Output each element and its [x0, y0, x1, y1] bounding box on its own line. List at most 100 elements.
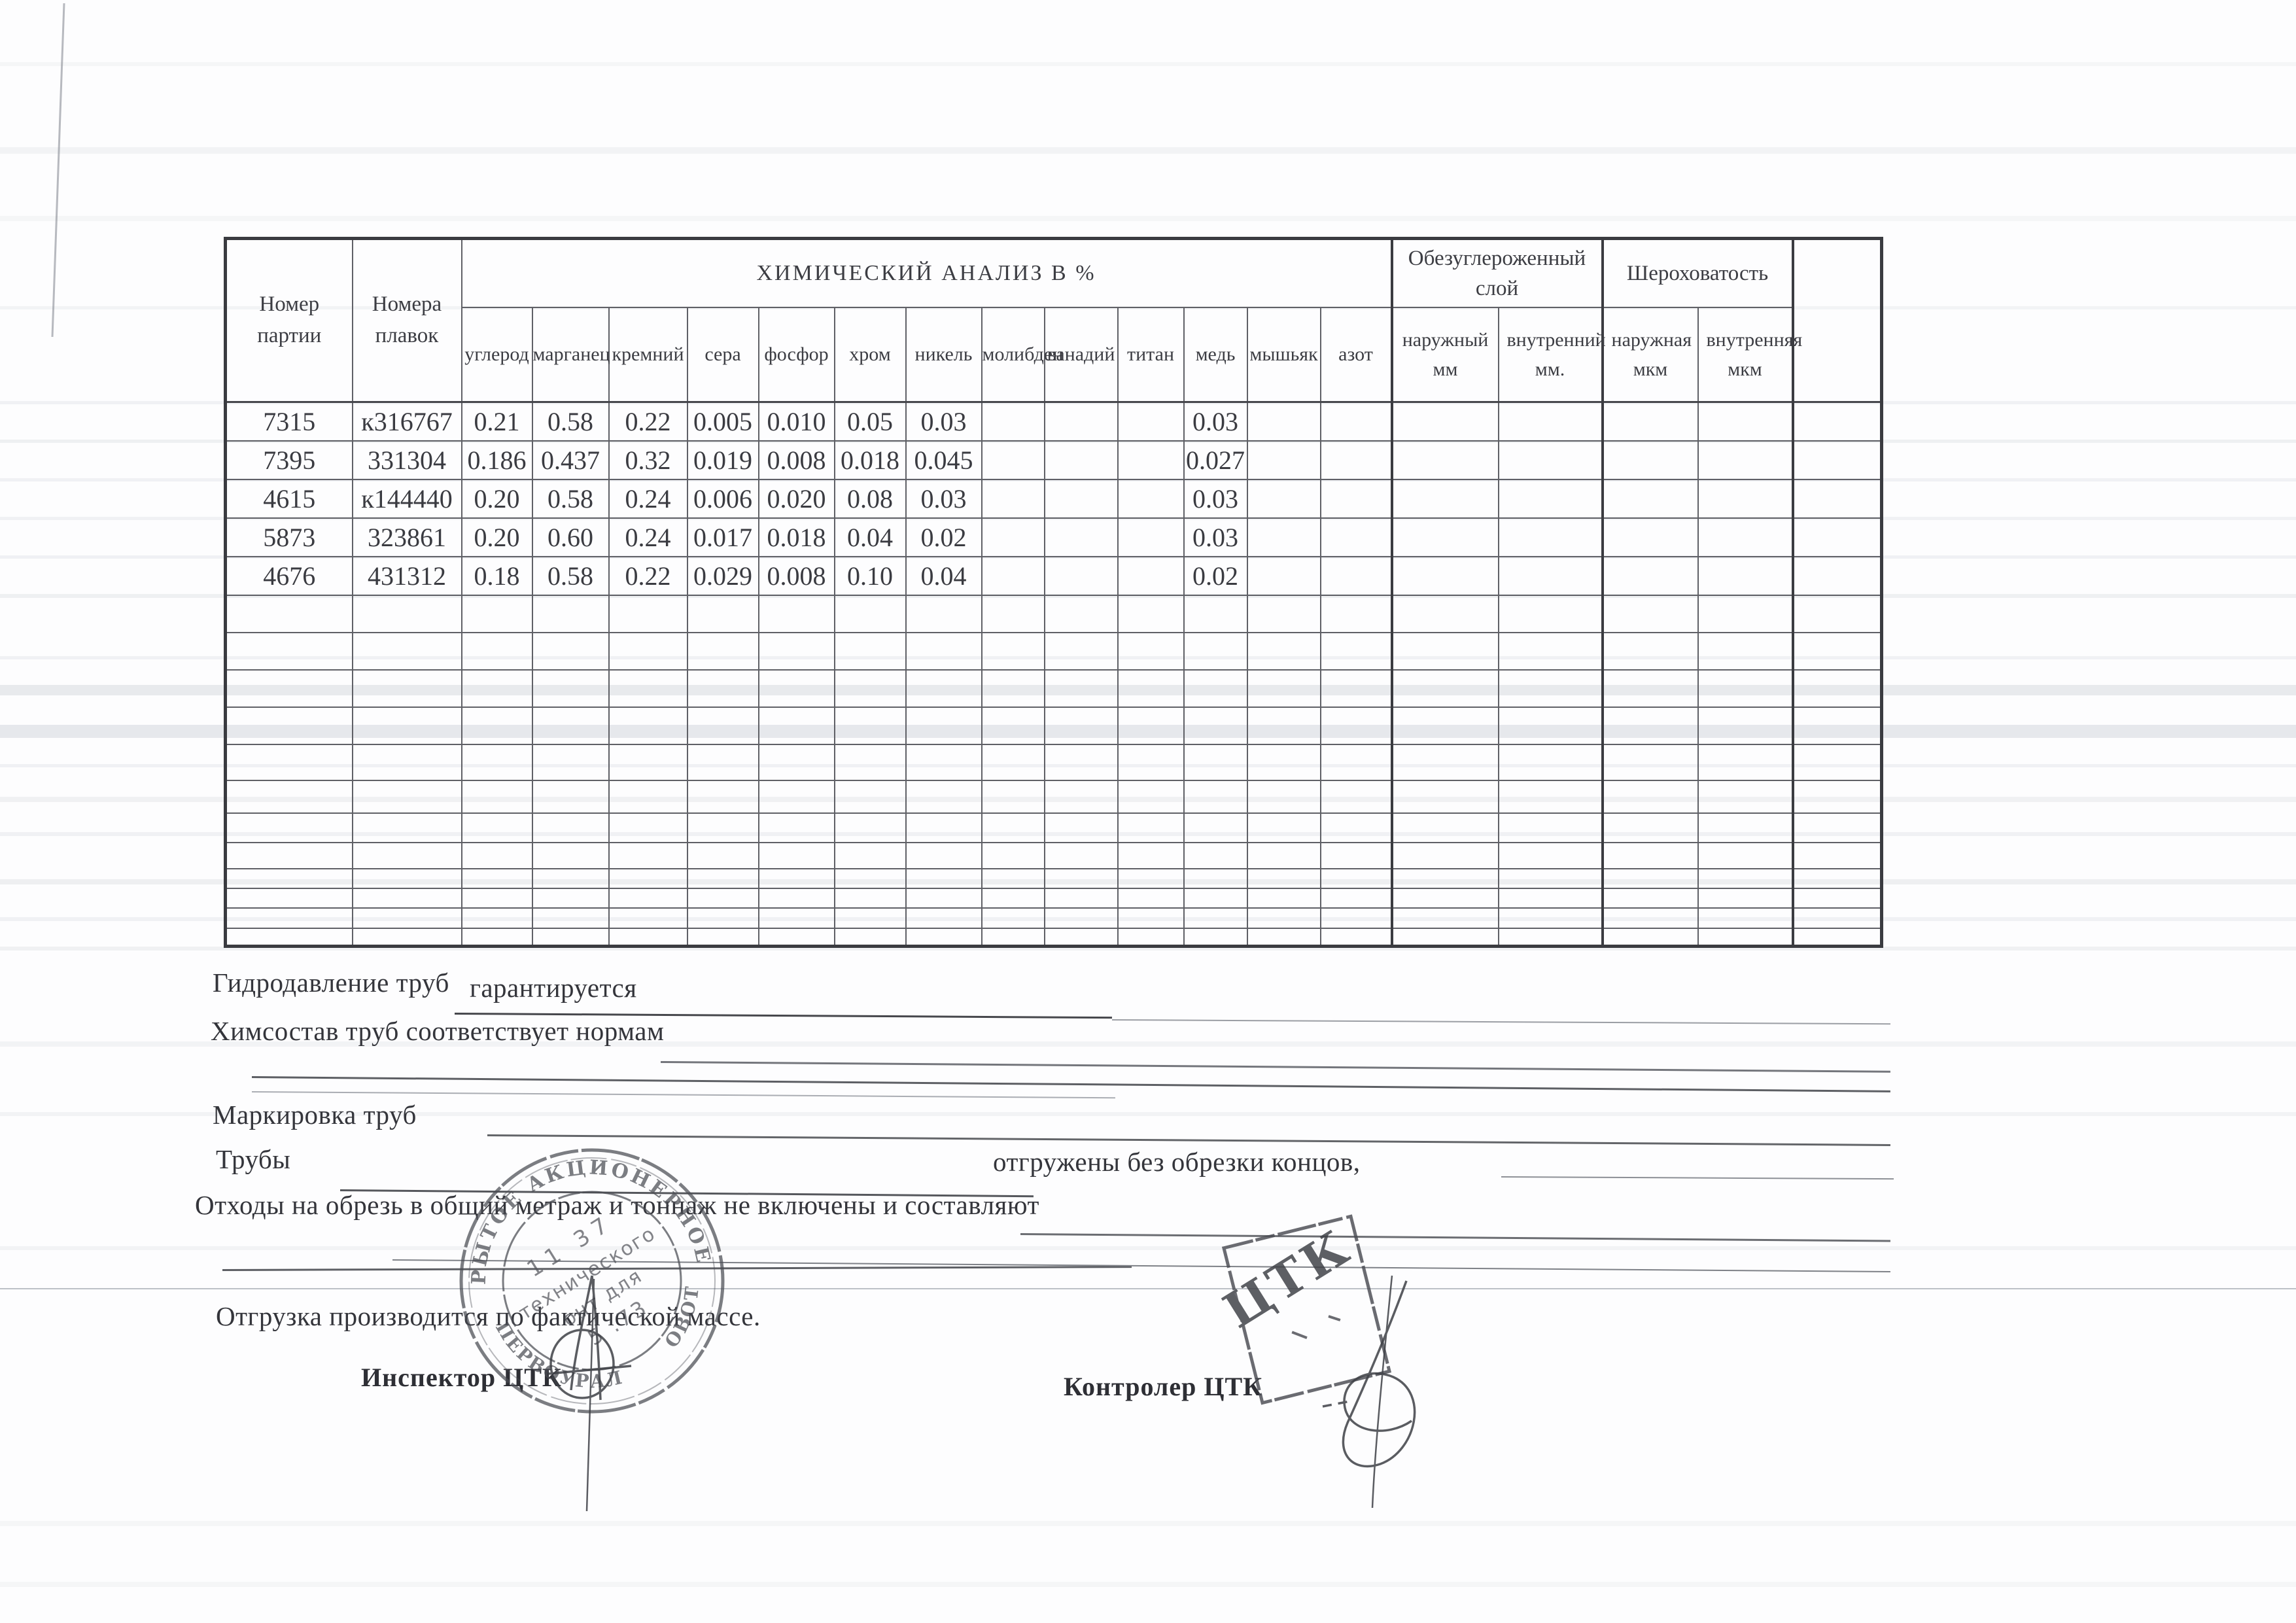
table-row: 7315 к316767 0.21 0.58 0.22 0.005 0.010 0.05 0.0… — [224, 401, 1883, 442]
table-cell — [351, 779, 462, 814]
table-empty-row — [224, 841, 1883, 869]
scan-streak — [0, 1521, 2296, 1526]
table-cell — [351, 867, 462, 889]
table-cell — [1390, 401, 1499, 442]
table-cell — [608, 779, 688, 814]
table-cell — [1390, 478, 1499, 519]
table-cell — [1697, 841, 1794, 869]
table-cell — [1319, 927, 1393, 947]
table-cell — [531, 594, 610, 633]
table-cell — [461, 867, 533, 889]
table-cell: 0.20 — [461, 517, 533, 557]
table-cell — [905, 669, 983, 708]
form-line — [487, 1134, 1890, 1146]
header-element-titanium: титан — [1117, 306, 1185, 403]
table-cell: 0.03 — [1183, 478, 1248, 519]
table-cell — [1117, 867, 1185, 889]
table-cell — [1117, 743, 1185, 781]
table-cell — [1319, 401, 1393, 442]
header-heat-numbers: Номера плавок — [351, 237, 462, 403]
table-cell — [905, 907, 983, 929]
table-cell — [1497, 887, 1603, 909]
table-cell — [1117, 669, 1185, 708]
table-cell — [757, 631, 835, 671]
table-cell — [981, 706, 1045, 745]
hydro-pressure-value: гарантируется — [470, 973, 637, 1003]
table-cell — [1117, 907, 1185, 929]
table-cell — [1791, 743, 1883, 781]
table-cell — [1601, 706, 1699, 745]
table-cell — [224, 867, 353, 889]
header-element-nickel: никель — [905, 306, 983, 403]
table-cell — [1319, 841, 1393, 869]
table-cell: 0.020 — [757, 478, 835, 519]
table-cell — [1791, 401, 1883, 442]
table-cell — [981, 631, 1045, 671]
table-cell — [531, 867, 610, 889]
table-cell — [224, 594, 353, 633]
table-cell: к316767 — [351, 401, 462, 442]
table-cell — [686, 841, 759, 869]
scan-streak — [0, 147, 2296, 154]
table-cell — [1183, 706, 1248, 745]
table-cell: 0.22 — [608, 555, 688, 596]
table-cell — [608, 743, 688, 781]
header-element-molybdenum: молибден — [981, 306, 1063, 403]
table-cell — [1319, 743, 1393, 781]
form-line — [1501, 1176, 1894, 1180]
table-cell — [1319, 887, 1393, 909]
table-cell: 0.019 — [686, 440, 759, 480]
table-empty-row — [224, 669, 1883, 708]
table-cell — [1497, 555, 1603, 596]
table-cell — [1697, 743, 1794, 781]
table-cell — [1246, 706, 1321, 745]
table-cell — [1246, 440, 1321, 480]
shipping-statement: Отгрузка производится по фактической мас… — [216, 1301, 761, 1331]
table-cell — [1497, 743, 1603, 781]
table-cell — [461, 631, 533, 671]
table-cell — [1497, 440, 1603, 480]
scan-rule-line — [0, 1288, 2296, 1289]
table-cell — [461, 907, 533, 929]
table-cell — [1697, 401, 1794, 442]
table-cell — [1497, 927, 1603, 947]
table-cell — [608, 706, 688, 745]
table-cell — [1791, 517, 1883, 557]
table-cell — [1497, 779, 1603, 814]
table-cell — [1117, 927, 1185, 947]
table-cell — [1390, 812, 1499, 843]
header-element-copper: медь — [1183, 306, 1248, 403]
table-cell — [1497, 706, 1603, 745]
table-cell: 7315 — [224, 401, 353, 442]
table-cell — [1390, 594, 1499, 633]
header-roughness-inner: внутренняя мкм — [1697, 306, 1802, 403]
table-cell — [1697, 517, 1794, 557]
table-cell — [1183, 887, 1248, 909]
table-cell — [1697, 631, 1794, 671]
table-cell — [1497, 867, 1603, 889]
table-cell — [1697, 887, 1794, 909]
table-cell — [1246, 478, 1321, 519]
table-cell — [1390, 669, 1499, 708]
table-cell — [757, 907, 835, 929]
table-cell — [833, 669, 907, 708]
header-chemical-analysis-title: ХИМИЧЕСКИЙ АНАЛИЗ В % — [461, 237, 1393, 308]
table-cell — [608, 867, 688, 889]
table-cell — [833, 907, 907, 929]
table-cell — [1697, 594, 1794, 633]
table-cell — [1601, 907, 1699, 929]
table-cell — [1183, 743, 1248, 781]
table-cell: 0.24 — [608, 478, 688, 519]
table-cell — [1497, 594, 1603, 633]
table-cell — [351, 927, 462, 947]
table-cell — [351, 706, 462, 745]
table-empty-row — [224, 594, 1883, 633]
chem-composition-statement: Химсостав труб соответствует нормам — [211, 1016, 665, 1046]
table-cell: 0.018 — [833, 440, 907, 480]
table-cell — [905, 841, 983, 869]
table-cell — [686, 927, 759, 947]
table-cell — [1601, 927, 1699, 947]
table-cell — [224, 927, 353, 947]
table-cell — [905, 927, 983, 947]
